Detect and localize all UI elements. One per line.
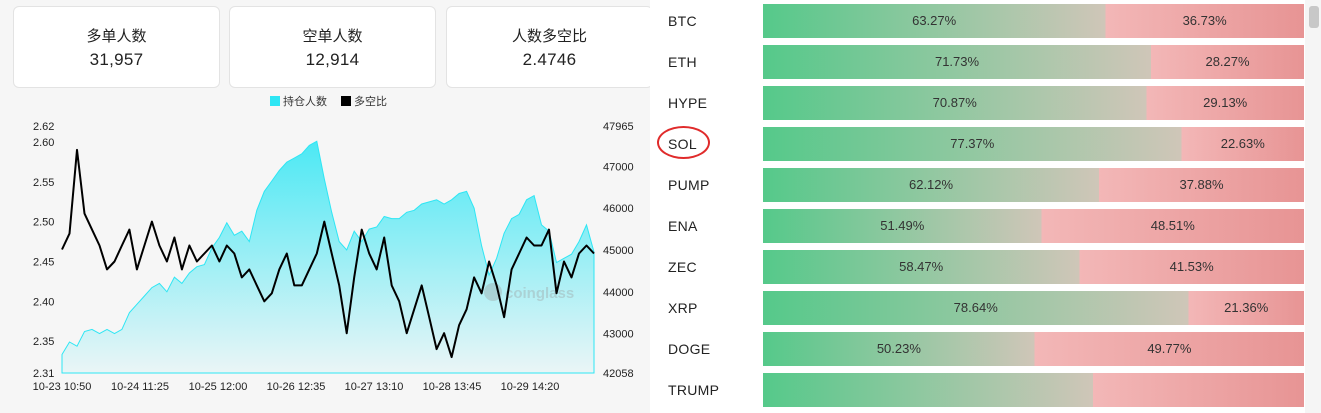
coin-row-btc[interactable]: BTC 63.27% 36.73%	[650, 4, 1321, 38]
short-percent: 36.73%	[1182, 13, 1227, 28]
sol-highlight-ring	[657, 126, 710, 159]
left-tick-label: 2.62	[33, 121, 54, 133]
left-tick-label: 2.60	[33, 137, 54, 149]
x-tick-label: 10-25 12:00	[189, 381, 248, 393]
long-short-bar: 78.64% 21.36%	[763, 291, 1304, 325]
coin-symbol[interactable]: ENA	[668, 218, 698, 234]
coin-symbol[interactable]: DOGE	[668, 341, 711, 357]
left-tick-label: 2.31	[33, 368, 54, 380]
long-short-bar: 50.23% 49.77%	[763, 332, 1304, 366]
coin-row-zec[interactable]: ZEC 58.47% 41.53%	[650, 250, 1321, 284]
right-tick-label: 47000	[603, 161, 634, 173]
left-tick-label: 2.40	[33, 296, 54, 308]
coin-symbol[interactable]: PUMP	[668, 177, 710, 193]
coin-row-trump[interactable]: TRUMP	[650, 373, 1321, 407]
long-short-chart[interactable]: 2.622.602.552.502.452.402.352.31 4796547…	[0, 108, 650, 408]
coin-symbol[interactable]: HYPE	[668, 95, 708, 111]
short-accounts-label: 空单人数	[302, 28, 363, 45]
long-short-ratio-value: 2.4746	[522, 50, 577, 69]
long-short-ratio-card: 人数多空比 2.4746	[446, 6, 653, 88]
right-tick-label: 44000	[603, 287, 634, 299]
scrollbar[interactable]	[1305, 0, 1321, 413]
coin-row-xrp[interactable]: XRP 78.64% 21.36%	[650, 291, 1321, 325]
short-percent: 22.63%	[1220, 136, 1265, 151]
legend-ratio-label: 多空比	[354, 96, 387, 108]
legend-open-interest[interactable]: 持仓人数	[270, 93, 327, 109]
right-tick-label: 45000	[603, 245, 634, 257]
long-percent: 77.37%	[950, 136, 995, 151]
chart-legend: 持仓人数 多空比	[270, 93, 387, 109]
long-short-bar: 58.47% 41.53%	[763, 250, 1304, 284]
svg-text:coinglass: coinglass	[505, 285, 574, 302]
long-short-bar: 62.12% 37.88%	[763, 168, 1304, 202]
open-interest-swatch	[270, 96, 280, 106]
short-percent: 29.13%	[1203, 95, 1248, 110]
legend-ratio[interactable]: 多空比	[341, 93, 387, 109]
long-short-bar: 70.87% 29.13%	[763, 86, 1304, 120]
ratio-swatch	[341, 96, 351, 106]
long-short-bar: 77.37% 22.63%	[763, 127, 1304, 161]
coin-row-eth[interactable]: ETH 71.73% 28.27%	[650, 45, 1321, 79]
coin-symbol[interactable]: XRP	[668, 300, 698, 316]
x-tick-label: 10-29 14:20	[501, 381, 560, 393]
x-tick-label: 10-27 13:10	[345, 381, 404, 393]
x-axis: 10-23 10:50 10-24 11:25 10-25 12:00 10-26 1…	[33, 381, 560, 393]
coin-symbol[interactable]: BTC	[668, 13, 697, 29]
x-tick-label: 10-23 10:50	[33, 381, 92, 393]
scrollbar-thumb[interactable]	[1309, 6, 1319, 28]
right-tick-label: 42058	[603, 368, 634, 380]
long-percent: 78.64%	[953, 300, 998, 315]
long-accounts-label: 多单人数	[86, 28, 147, 45]
left-tick-label: 2.45	[33, 257, 54, 269]
short-percent: 48.51%	[1150, 218, 1195, 233]
long-percent: 50.23%	[876, 341, 921, 356]
long-percent: 51.49%	[880, 218, 925, 233]
coin-row-pump[interactable]: PUMP 62.12% 37.88%	[650, 168, 1321, 202]
right-axis: 47965 47000 46000 45000 44000 43000 42058	[603, 121, 634, 380]
long-percent: 71.73%	[934, 54, 980, 69]
long-short-bar	[763, 373, 1304, 407]
long-percent: 63.27%	[912, 13, 957, 28]
open-interest-area	[61, 140, 595, 374]
long-percent: 62.12%	[908, 177, 954, 192]
left-tick-label: 2.35	[33, 336, 54, 348]
long-short-bar: 51.49% 48.51%	[763, 209, 1304, 243]
long-short-bar: 71.73% 28.27%	[763, 45, 1304, 79]
coin-row-ena[interactable]: ENA 51.49% 48.51%	[650, 209, 1321, 243]
short-percent: 37.88%	[1179, 177, 1224, 192]
left-panel: 多单人数 31,957 空单人数 12,914 人数多空比 2.4746 持仓人…	[0, 0, 653, 413]
left-axis: 2.62 2.60 2.55 2.50 2.45 2.40 2.35 2.31	[33, 121, 54, 380]
coin-row-sol[interactable]: SOL 77.37% 22.63%	[650, 127, 1321, 161]
coin-ratio-list: BTC 63.27% 36.73% ETH 71.73% 28.27% HYPE 70.87%…	[650, 0, 1321, 413]
short-percent: 28.27%	[1205, 54, 1250, 69]
left-tick-label: 2.55	[33, 177, 54, 189]
short-accounts-card: 空单人数 12,914	[229, 6, 436, 88]
x-tick-label: 10-28 13:45	[423, 381, 482, 393]
right-tick-label: 46000	[603, 203, 634, 215]
right-tick-label: 47965	[603, 121, 634, 133]
coin-symbol[interactable]: ETH	[668, 54, 697, 70]
left-tick-label: 2.50	[33, 217, 54, 229]
legend-open-interest-label: 持仓人数	[283, 96, 327, 108]
long-percent: 70.87%	[932, 95, 977, 110]
short-percent: 41.53%	[1169, 259, 1214, 274]
long-accounts-value: 31,957	[89, 50, 144, 69]
long-short-bar: 63.27% 36.73%	[763, 4, 1304, 38]
long-accounts-card: 多单人数 31,957	[13, 6, 220, 88]
coin-row-hype[interactable]: HYPE 70.87% 29.13%	[650, 86, 1321, 120]
x-tick-label: 10-24 11:25	[111, 381, 169, 393]
coin-symbol[interactable]: TRUMP	[668, 382, 720, 398]
right-tick-label: 43000	[603, 329, 634, 341]
short-percent: 21.36%	[1224, 300, 1269, 315]
long-short-ratio-line	[61, 148, 595, 359]
long-short-ratio-label: 人数多空比	[511, 28, 587, 45]
coin-row-doge[interactable]: DOGE 50.23% 49.77%	[650, 332, 1321, 366]
long-percent: 58.47%	[899, 259, 944, 274]
short-percent: 49.77%	[1147, 341, 1192, 356]
short-accounts-value: 12,914	[305, 50, 360, 69]
x-tick-label: 10-26 12:35	[267, 381, 326, 393]
coin-symbol[interactable]: ZEC	[668, 259, 697, 275]
